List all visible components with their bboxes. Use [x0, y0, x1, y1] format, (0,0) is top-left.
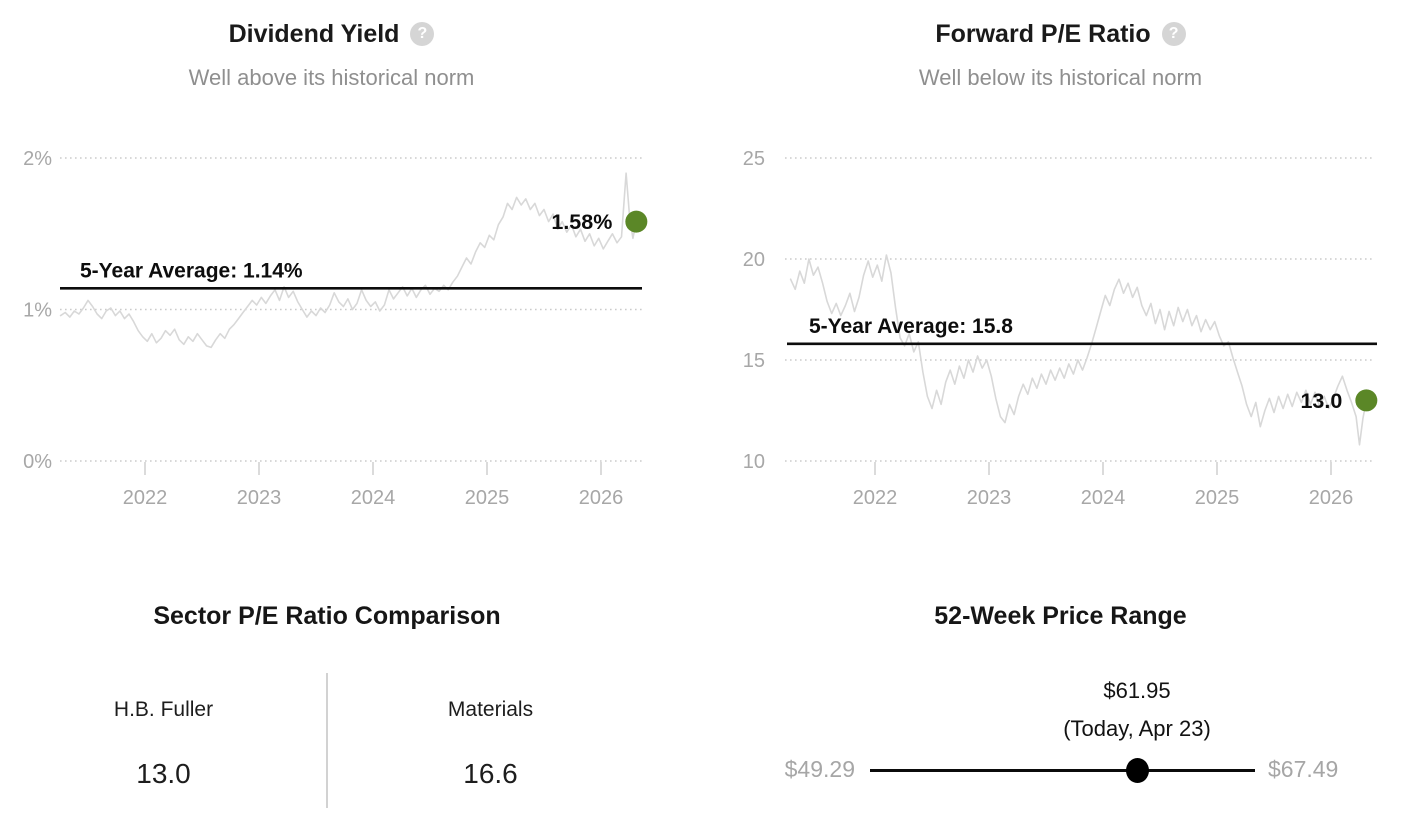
sector-pe-value: 16.6: [463, 758, 518, 789]
x-axis-tick-label: 2026: [579, 487, 624, 509]
forward-pe-header: Forward P/E Ratio ?: [707, 17, 1414, 51]
current-price-marker: [1126, 758, 1150, 783]
question-mark-glyph: ?: [417, 25, 428, 42]
forward-pe-chart: 25 20 15 10 2022 2023 2024 2025 2026 5-Year Avera…: [743, 148, 1378, 509]
sector-name-label: Materials: [447, 698, 534, 721]
dividend-yield-panel: Dividend Yield ? Well above its historic…: [0, 0, 707, 560]
question-mark-glyph: ?: [1168, 25, 1179, 42]
current-value-dot: [1355, 389, 1378, 412]
average-label: 5-Year Average: 1.14%: [80, 259, 303, 282]
y-axis-tick-label: 20: [743, 249, 765, 271]
y-axis-tick-label: 15: [743, 350, 765, 372]
x-axis-tick-label: 2024: [351, 487, 396, 509]
series-line: [789, 254, 1368, 446]
x-axis-tick-label: 2023: [237, 487, 282, 509]
x-axis-tick-label: 2025: [1195, 487, 1240, 509]
help-icon[interactable]: ?: [1161, 22, 1186, 46]
vertical-divider: [326, 673, 328, 808]
price-range-inner: 52-Week Price Range $61.95 (Today, Apr 2…: [707, 560, 1414, 838]
price-range-panel: 52-Week Price Range $61.95 (Today, Apr 2…: [707, 560, 1414, 838]
current-value-label: 1.58%: [551, 210, 612, 234]
dividend-yield-chart: 2% 1% 0% 2022 2023 2024 2025 2026 5-Year Average…: [23, 148, 648, 509]
average-label: 5-Year Average: 15.8: [809, 315, 1013, 338]
current-price-label: $61.95: [1103, 678, 1171, 703]
low-price-label: $49.29: [784, 756, 855, 782]
sector-comparison-title: Sector P/E Ratio Comparison: [153, 602, 501, 630]
price-range-title: 52-Week Price Range: [934, 602, 1187, 630]
dividend-yield-header: Dividend Yield ?: [0, 17, 685, 51]
company-pe-value: 13.0: [136, 758, 191, 789]
x-axis-tick-label: 2024: [1081, 487, 1126, 509]
sector-column-sector: Materials 16.6: [327, 698, 654, 790]
chart-title-forward-pe: Forward P/E Ratio: [935, 19, 1151, 48]
price-range-track: [870, 769, 1255, 772]
sector-pe-comparison-panel: Sector P/E Ratio Comparison H.B. Fuller …: [0, 560, 707, 838]
company-name-label: H.B. Fuller: [113, 698, 214, 721]
x-axis-tick-label: 2025: [465, 487, 510, 509]
x-axis-tick-label: 2022: [123, 487, 168, 509]
y-axis-tick-label: 25: [743, 148, 765, 170]
current-value-dot: [625, 210, 648, 233]
y-axis-tick-label: 1%: [23, 300, 52, 322]
chart-title-dividend-yield: Dividend Yield: [228, 19, 400, 48]
x-axis-tick-label: 2022: [853, 487, 898, 509]
y-axis-tick-label: 0%: [23, 451, 52, 473]
y-axis-tick-label: 2%: [23, 148, 52, 170]
current-value-label: 13.0: [1300, 389, 1342, 413]
high-price-label: $67.49: [1268, 756, 1339, 782]
help-icon[interactable]: ?: [410, 22, 435, 46]
x-axis-tick-label: 2023: [967, 487, 1012, 509]
chart-subtitle-dividend-yield: Well above its historical norm: [188, 65, 475, 90]
chart-subtitle-forward-pe: Well below its historical norm: [918, 65, 1203, 90]
forward-pe-panel: Forward P/E Ratio ? Well below its histo…: [707, 0, 1414, 560]
sector-pe-comparison-inner: Sector P/E Ratio Comparison H.B. Fuller …: [0, 560, 654, 838]
current-price-date: (Today, Apr 23): [1063, 716, 1211, 741]
series-line: [59, 172, 638, 349]
sector-column-company: H.B. Fuller 13.0: [0, 698, 327, 790]
current-price-annotation: $61.95 (Today, Apr 23): [962, 672, 1312, 748]
y-axis-tick-label: 10: [743, 451, 765, 473]
x-axis-tick-label: 2026: [1309, 487, 1354, 509]
